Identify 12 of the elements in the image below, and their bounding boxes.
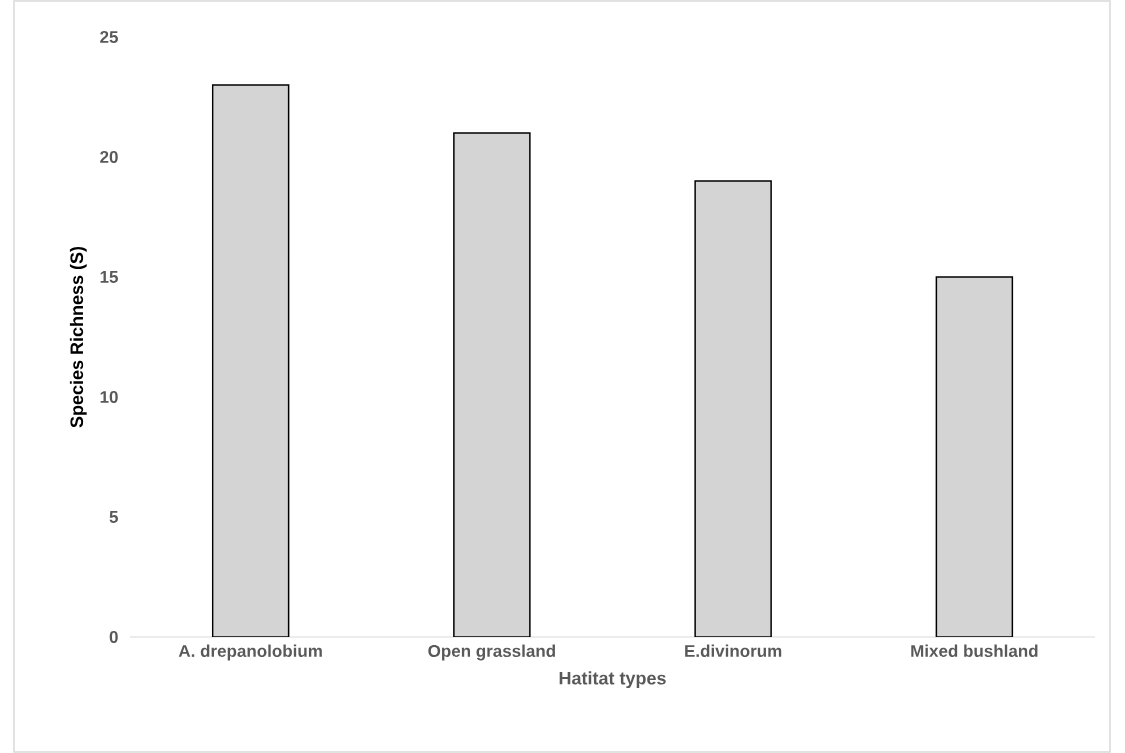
y-tick-label: 10 (100, 390, 118, 404)
y-tick-label: 25 (100, 30, 118, 44)
y-tick-label: 15 (100, 271, 118, 283)
x-tick-label: Mixed bushland (911, 644, 1038, 658)
y-axis-title: Species Richness (S) (69, 246, 87, 428)
x-tick-label: Open grassland (428, 644, 555, 661)
y-tick-label: 20 (100, 150, 118, 164)
x-axis-title: Hatitat types (559, 671, 666, 689)
y-tick-label: 5 (109, 511, 118, 523)
x-tick-label: A. drepanolobium (178, 644, 322, 661)
x-tick-label: E.divinorum (685, 644, 782, 658)
y-tick-label: 0 (109, 630, 118, 644)
